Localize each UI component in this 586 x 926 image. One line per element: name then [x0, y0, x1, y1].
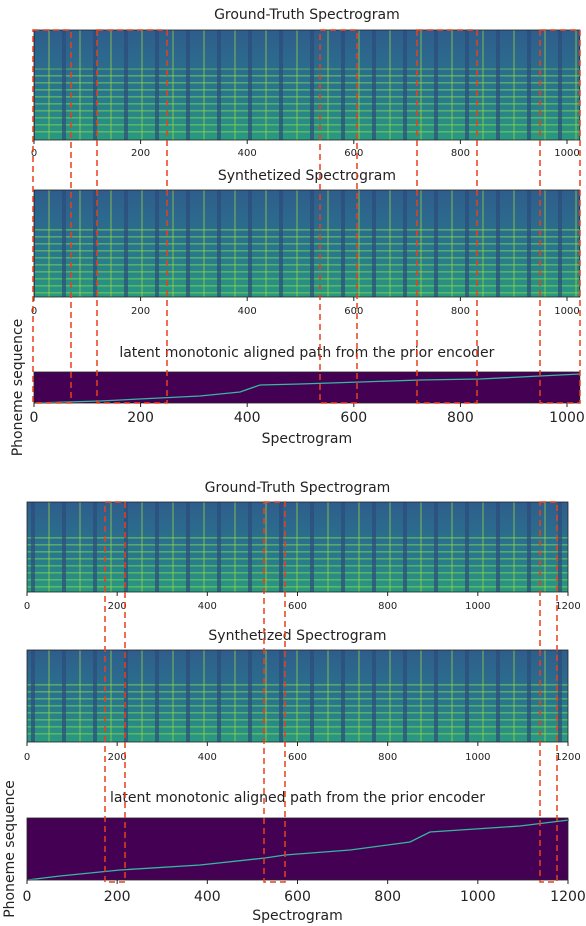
highlight-box [104, 501, 126, 883]
highlight-box [416, 29, 478, 404]
x-tick-label: 400 [198, 752, 217, 763]
x-tick-label: 0 [30, 410, 39, 426]
x-tick-label: 400 [194, 889, 221, 905]
panel-title: Ground-Truth Spectrogram [205, 480, 391, 496]
x-tick-label: 400 [234, 410, 261, 426]
panel-frame [33, 371, 581, 404]
x-tick-label: 400 [238, 148, 257, 159]
x-tick-label: 800 [451, 148, 470, 159]
x-tick-label: 0 [31, 148, 37, 159]
spectrogram-frames [34, 190, 580, 297]
x-tick-label: 0 [24, 601, 30, 612]
x-tick-label: 1000 [554, 306, 579, 317]
panel-title: Synthetized Spectrogram [208, 628, 386, 644]
highlight-box [96, 29, 168, 404]
x-tick-label: 800 [451, 306, 470, 317]
highlight-box [32, 29, 72, 404]
panel-title: latent monotonic aligned path from the p… [110, 790, 485, 806]
panel-title: Ground-Truth Spectrogram [214, 7, 400, 23]
x-tick-label: 400 [198, 601, 217, 612]
x-tick-label: 0 [23, 889, 32, 905]
x-tick-label: 1000 [549, 410, 585, 426]
x-tick-label: 600 [344, 306, 363, 317]
x-tick-label: 800 [378, 601, 397, 612]
highlight-box [539, 29, 581, 404]
highlight-box [319, 29, 358, 404]
x-tick-label: 800 [374, 889, 401, 905]
x-tick-label: 200 [108, 601, 127, 612]
x-tick-label: 800 [447, 410, 474, 426]
x-tick-label: 1000 [554, 148, 579, 159]
panel-title: latent monotonic aligned path from the p… [119, 345, 494, 361]
x-tick-label: 400 [238, 306, 257, 317]
x-tick-label: 1200 [555, 752, 580, 763]
x-axis-label: Spectrogram [262, 431, 352, 447]
x-tick-label: 1000 [465, 601, 490, 612]
alignment-path [33, 373, 581, 404]
x-tick-label: 0 [31, 306, 37, 317]
x-tick-label: 800 [378, 752, 397, 763]
y-axis-label: Phoneme sequence [10, 319, 26, 457]
x-tick-label: 1000 [460, 889, 496, 905]
alignment-map [34, 372, 580, 403]
spectrogram-frames [27, 502, 568, 592]
x-axis-label: Spectrogram [252, 908, 342, 924]
x-tick-label: 200 [127, 410, 154, 426]
x-tick-label: 600 [288, 752, 307, 763]
x-tick-label: 200 [131, 306, 150, 317]
x-tick-label: 1200 [555, 601, 580, 612]
x-tick-label: 600 [344, 148, 363, 159]
panel-title: Synthetized Spectrogram [218, 168, 396, 184]
x-tick-label: 200 [131, 148, 150, 159]
x-tick-label: 600 [288, 601, 307, 612]
x-tick-label: 600 [340, 410, 367, 426]
x-tick-label: 200 [108, 752, 127, 763]
y-axis-label: Phoneme sequence [2, 780, 18, 918]
x-tick-label: 0 [24, 752, 30, 763]
x-tick-label: 600 [284, 889, 311, 905]
highlight-box [539, 501, 558, 883]
highlight-box [263, 501, 286, 883]
x-tick-label: 200 [104, 889, 131, 905]
x-tick-label: 1000 [465, 752, 490, 763]
spectrogram-frames [34, 30, 580, 140]
spectrogram-frames [27, 650, 568, 742]
x-tick-label: 1200 [550, 889, 586, 905]
